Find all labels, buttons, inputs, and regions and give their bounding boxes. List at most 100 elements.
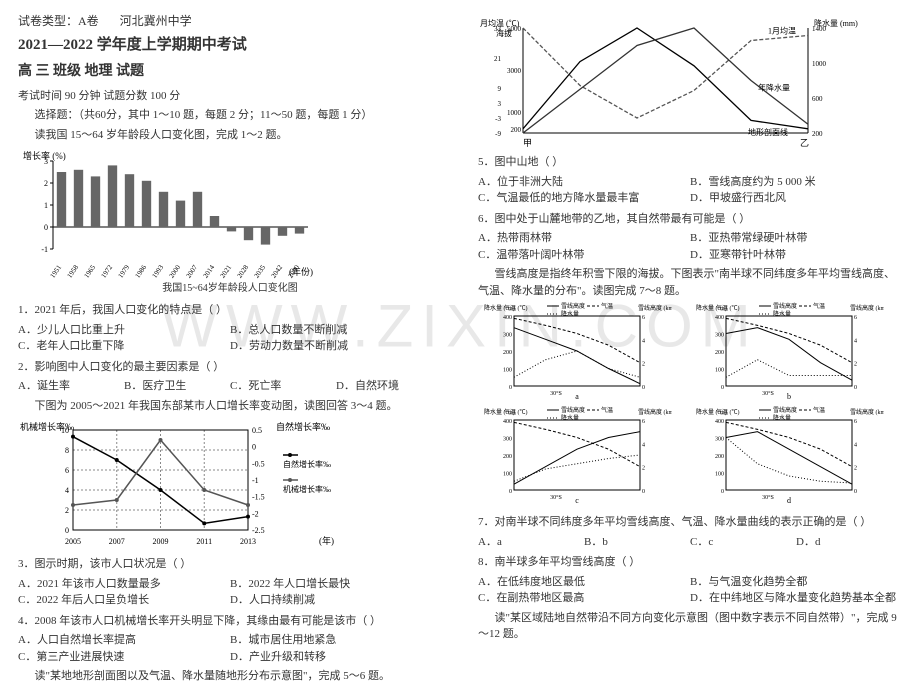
- svg-text:400: 400: [503, 419, 512, 425]
- svg-text:2: 2: [854, 466, 857, 472]
- svg-text:1979: 1979: [117, 263, 132, 279]
- svg-text:气温 (℃): 气温 (℃): [716, 304, 740, 312]
- svg-text:300: 300: [715, 333, 724, 339]
- mini-d: 01002003004000246d30°S降水量 (cm)气温 (℃)雪线高度…: [694, 406, 898, 506]
- q3-opts: A．2021 年该市人口数量最多 B．2022 年人口增长最快 C．2022 年…: [18, 576, 442, 609]
- q6-c: C．温带落叶阔叶林带: [478, 247, 690, 264]
- svg-text:雪线高度 (km): 雪线高度 (km): [638, 304, 672, 312]
- svg-text:地形剖面线: 地形剖面线: [748, 127, 788, 137]
- svg-text:2021: 2021: [219, 263, 234, 279]
- svg-text:0: 0: [721, 385, 724, 391]
- svg-text:自然增长率‰: 自然增长率‰: [283, 459, 331, 469]
- svg-text:2000: 2000: [168, 263, 183, 279]
- timing: 考试时间 90 分钟 试题分数 100 分: [18, 88, 442, 105]
- mini-a: 01002003004000246a30°S降水量 (cm)气温 (℃)雪线高度…: [482, 302, 686, 402]
- mini-b: 01002003004000246b30°S降水量 (cm)气温 (℃)雪线高度…: [694, 302, 898, 402]
- svg-text:降水量 (mm): 降水量 (mm): [814, 18, 858, 28]
- svg-text:气温 (℃): 气温 (℃): [716, 408, 740, 416]
- svg-text:0: 0: [642, 385, 645, 391]
- svg-text:0: 0: [509, 489, 512, 495]
- q6-d: D．亚寒带针叶林带: [690, 247, 902, 264]
- svg-text:200: 200: [715, 350, 724, 356]
- svg-text:1951: 1951: [49, 263, 64, 279]
- lead4: 雪线高度是指终年积雪下限的海拔。下图表示"南半球不同纬度多年平均雪线高度、气温、…: [478, 266, 902, 299]
- svg-text:2: 2: [642, 466, 645, 472]
- q6-a: A．热带雨林带: [478, 230, 690, 247]
- svg-text:-2.5: -2.5: [252, 526, 265, 535]
- lead2: 下图为 2005～2021 年我国东部某市人口增长率变动图，读图回答 3～4 题…: [18, 398, 442, 415]
- svg-text:(年份): (年份): [289, 266, 313, 277]
- q6-b: B．亚热带常绿硬叶林带: [690, 230, 902, 247]
- svg-text:2011: 2011: [196, 537, 212, 546]
- q5-a: A．位于非洲大陆: [478, 174, 690, 191]
- svg-text:300: 300: [503, 437, 512, 443]
- svg-text:200: 200: [812, 130, 823, 138]
- q1-b: B．总人口数量不断削减: [230, 322, 442, 339]
- paper-type-text: 试卷类型：A卷: [18, 14, 99, 28]
- q4-stem: 4．2008 年该市人口机械增长率开头明显下降，其缘由最有可能是该市（ ）: [18, 613, 442, 630]
- svg-text:6: 6: [854, 419, 857, 425]
- svg-text:机械增长率‰: 机械增长率‰: [20, 421, 74, 432]
- q6-stem: 6．图中处于山麓地带的乙地，其自然带最有可能是（ ）: [478, 211, 902, 228]
- svg-text:600: 600: [812, 95, 823, 103]
- svg-text:100: 100: [503, 472, 512, 478]
- q2-d: D．自然环境: [336, 378, 442, 395]
- svg-text:100: 100: [503, 368, 512, 374]
- q4-b: B．城市居住用地紧急: [230, 632, 442, 649]
- svg-text:雪线高度: 雪线高度: [773, 302, 797, 310]
- mini-charts: 01002003004000246a30°S降水量 (cm)气温 (℃)雪线高度…: [478, 302, 902, 510]
- svg-text:200: 200: [715, 454, 724, 460]
- svg-text:雪线高度: 雪线高度: [561, 302, 585, 310]
- q8: 8．南半球多年平均雪线高度（ ） A．在低纬度地区最低 B．与气温变化趋势全都 …: [478, 554, 902, 643]
- q2-stem: 2．影响图中人口变化的最主要因素是（ ）: [18, 359, 442, 376]
- svg-text:0: 0: [854, 385, 857, 391]
- svg-text:2005: 2005: [65, 537, 81, 546]
- svg-text:2: 2: [65, 506, 69, 515]
- svg-text:6: 6: [642, 315, 645, 321]
- lead1: 读我国 15～64 岁年龄段人口变化图，完成 1～2 题。: [18, 127, 442, 144]
- q7: 7．对南半球不同纬度多年平均雪线高度、气温、降水量曲线的表示正确的是（ ） A．…: [478, 514, 902, 550]
- svg-text:降水量: 降水量: [561, 310, 579, 318]
- svg-text:3000: 3000: [507, 67, 522, 75]
- svg-text:4: 4: [854, 338, 857, 344]
- q8-c: C．在副热带地区最高: [478, 590, 690, 607]
- q4-a: A．人口自然增长率提高: [18, 632, 230, 649]
- svg-text:降水量: 降水量: [773, 310, 791, 318]
- svg-text:-1: -1: [41, 245, 48, 254]
- svg-text:(年): (年): [319, 535, 334, 546]
- q8-opts: A．在低纬度地区最低 B．与气温变化趋势全都 C．在副热带地区最高 D．在中纬地…: [478, 574, 902, 607]
- svg-text:1965: 1965: [83, 263, 98, 279]
- svg-text:1972: 1972: [100, 263, 115, 279]
- svg-text:雪线高度: 雪线高度: [773, 406, 797, 414]
- exam-page: 试卷类型：A卷 河北冀州中学 2021—2022 学年度上学期期中考试 高 三 …: [0, 0, 920, 651]
- svg-text:年降水量: 年降水量: [758, 83, 790, 93]
- svg-text:2013: 2013: [240, 537, 256, 546]
- svg-text:雪线高度 (km): 雪线高度 (km): [850, 304, 884, 312]
- svg-text:机械增长率‰: 机械增长率‰: [283, 484, 331, 494]
- svg-text:2035: 2035: [253, 263, 268, 279]
- svg-text:2007: 2007: [185, 263, 200, 279]
- q2-opts: A．诞生率 B．医疗卫生 C．死亡率 D．自然环境: [18, 378, 442, 395]
- paper-type: 试卷类型：A卷 河北冀州中学: [18, 12, 442, 30]
- svg-text:2028: 2028: [236, 263, 251, 279]
- svg-text:气温 (℃): 气温 (℃): [504, 304, 528, 312]
- svg-text:气温: 气温: [813, 302, 825, 310]
- svg-text:乙: 乙: [800, 138, 809, 148]
- svg-text:400: 400: [503, 315, 512, 321]
- q3-c: C．2022 年后人口呈负增长: [18, 592, 230, 609]
- right-column: -9-339213320010003000500020060010001400月…: [460, 0, 920, 651]
- q1-a: A．少儿人口比重上升: [18, 322, 230, 339]
- svg-text:a: a: [575, 392, 579, 401]
- svg-text:气温: 气温: [601, 406, 613, 414]
- q3-d: D．人口持续削减: [230, 592, 442, 609]
- svg-text:9: 9: [498, 85, 502, 93]
- svg-text:1993: 1993: [151, 263, 166, 279]
- svg-text:1986: 1986: [134, 263, 149, 279]
- q5-c: C．气温最低的地方降水量最丰富: [478, 190, 690, 207]
- svg-text:0: 0: [509, 385, 512, 391]
- chart1: -10123增长率 (%)195119581965197219791986199…: [18, 149, 442, 296]
- q6-opts: A．热带雨林带 B．亚热带常绿硬叶林带 C．温带落叶阔叶林带 D．亚寒带针叶林带: [478, 230, 902, 263]
- svg-text:1958: 1958: [66, 263, 81, 279]
- q2-a: A．诞生率: [18, 378, 124, 395]
- q2-b: B．医疗卫生: [124, 378, 230, 395]
